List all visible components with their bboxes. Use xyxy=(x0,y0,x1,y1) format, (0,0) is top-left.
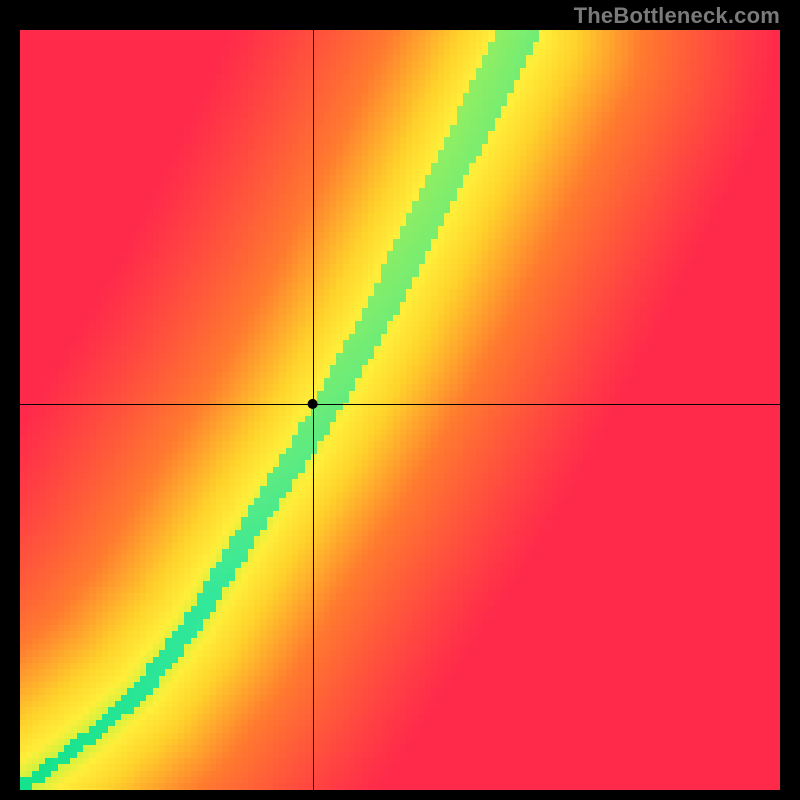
heatmap-panel xyxy=(20,30,780,790)
watermark-text: TheBottleneck.com xyxy=(574,3,780,29)
chart-container: TheBottleneck.com xyxy=(0,0,800,800)
heatmap-canvas xyxy=(20,30,780,790)
